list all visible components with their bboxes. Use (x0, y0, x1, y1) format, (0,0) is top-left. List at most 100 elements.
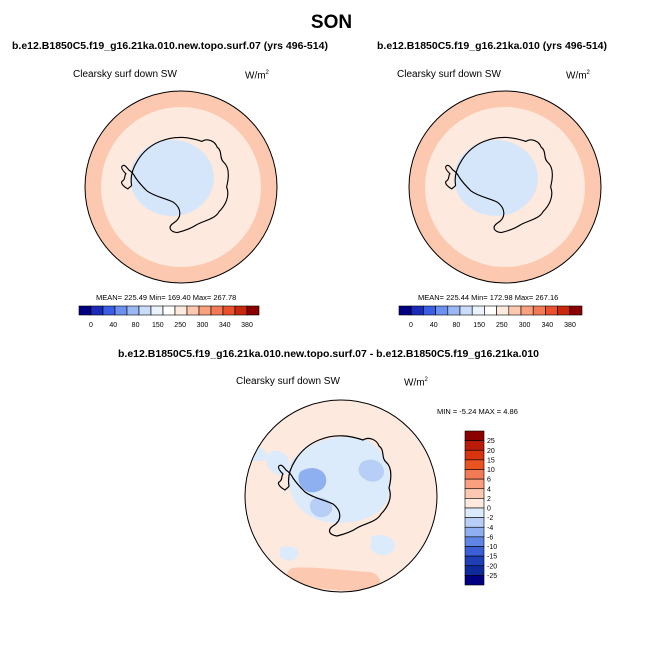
map3-peninsula-light (266, 450, 290, 476)
panel1-colorbar-swatch (234, 305, 248, 316)
map3-border (244, 399, 438, 593)
panel2-case-title: b.e12.B1850C5.f19_g16.21ka.010 (yrs 496-… (377, 40, 607, 52)
panel3-colorbar-swatch (464, 469, 485, 480)
panel1-units: W/m2 (245, 70, 269, 82)
panel3-colorbar-swatch (464, 536, 485, 547)
map3-ocean-patch-c (370, 534, 395, 556)
panel1-colorbar-swatch (126, 305, 140, 316)
panel1-colorbar-swatch (150, 305, 164, 316)
panel2-colorbar-swatch (569, 305, 583, 316)
panel2-colorbar-tick-label: 40 (430, 322, 438, 329)
panel2-colorbar-tick-label: 380 (564, 322, 576, 329)
panel3-colorbar-swatch (464, 449, 485, 461)
panel1-colorbar-swatch (90, 305, 104, 316)
panel2-colorbar-swatch (545, 305, 558, 316)
panel1-colorbar-tick-label: 80 (132, 322, 140, 329)
panel3-case-title: b.e12.B1850C5.f19_g16.21ka.010.new.topo.… (118, 348, 540, 360)
panel2-colorbar-swatch (557, 305, 571, 316)
panel1-colorbar-swatch (174, 305, 188, 316)
panel2-colorbar-swatch (398, 305, 412, 316)
map-3 (245, 400, 437, 592)
panel3-colorbar-tick-label: -25 (487, 573, 497, 580)
panel2-colorbar-swatch (471, 305, 485, 316)
panel2-colorbar-tick-label: 250 (496, 322, 508, 329)
panel1-colorbar-swatch (138, 305, 152, 316)
panel1-colorbar-tick-label: 380 (241, 322, 253, 329)
panel1-case-title: b.e12.B1850C5.f19_g16.21ka.010.new.topo.… (12, 40, 328, 52)
panel1-colorbar-swatch (246, 305, 260, 316)
panel3-colorbar-swatch (464, 526, 485, 538)
panel3-colorbar-tick-label: -20 (487, 563, 497, 570)
panel1-colorbar-swatch (198, 305, 212, 316)
map3-negative-patch-a (298, 468, 327, 493)
map2-border (408, 90, 602, 284)
panel3-colorbar-tick-label: 20 (487, 448, 495, 455)
map3-negative-patch-c (358, 459, 384, 482)
panel3-colorbar-swatch (464, 517, 485, 528)
panel3-colorbar-swatch (464, 546, 485, 557)
panel2-colorbar-swatch (410, 305, 424, 316)
panel1-colorbar-swatch (114, 305, 128, 316)
panel1-stats: MEAN= 225.49 Min= 169.40 Max= 267.78 (96, 293, 237, 302)
panel1-colorbar-swatch (186, 305, 200, 316)
map-1 (85, 91, 277, 283)
panel3-colorbar-swatch (464, 498, 485, 509)
panel3-colorbar-tick-label: 10 (487, 467, 495, 474)
panel1-colorbar-swatch (162, 305, 176, 316)
panel1-colorbar-tick-label: 300 (197, 322, 209, 329)
panel3-colorbar-swatch (464, 430, 485, 441)
panel2-colorbar-swatch (423, 305, 436, 316)
panel3-colorbar-tick-label: -2 (487, 515, 493, 522)
panel1-colorbar-swatch (222, 305, 236, 316)
panel1-colorbar-tick-label: 40 (109, 322, 117, 329)
panel3-units: W/m2 (404, 377, 428, 389)
panel3-colorbar-swatch (464, 459, 485, 470)
panel2-colorbar-swatch (532, 305, 546, 316)
map-2 (409, 91, 601, 283)
panel2-colorbar-tick-label: 80 (453, 322, 461, 329)
map1-interior-field (130, 140, 214, 216)
panel1-colorbar-tick-label: 250 (174, 322, 186, 329)
panel1-colorbar-tick-label: 340 (219, 322, 231, 329)
panel3-colorbar-tick-label: 4 (487, 486, 491, 493)
panel2-field-label: Clearsky surf down SW (397, 69, 501, 80)
panel3-colorbar-swatch (464, 488, 485, 499)
panel3-colorbar-swatch (464, 565, 485, 576)
panel1-field-label: Clearsky surf down SW (73, 69, 177, 80)
panel3-colorbar-tick-label: 25 (487, 438, 495, 445)
panel1-colorbar-swatch (210, 305, 224, 316)
panel2-stats: MEAN= 225.44 Min= 172.98 Max= 267.16 (418, 293, 559, 302)
panel3-colorbar-tick-label: 0 (487, 506, 491, 513)
panel3-field-label: Clearsky surf down SW (236, 376, 340, 387)
panel2-colorbar-swatch (496, 305, 510, 316)
panel1-colorbar: 0 40 80 150 250 300 340 380 (78, 305, 260, 329)
panel3-stats: MIN = -5.24 MAX = 4.86 (437, 407, 518, 416)
panel3-colorbar-swatch (464, 507, 485, 518)
panel2-colorbar-swatch (459, 305, 473, 316)
panel3-colorbar-tick-label: 6 (487, 477, 491, 484)
panel3-colorbar-swatch (464, 575, 485, 586)
panel1-colorbar-tick-label: 150 (152, 322, 164, 329)
page-title: SON (310, 12, 353, 33)
panel3-colorbar-tick-label: -15 (487, 554, 497, 561)
panel3-colorbar-swatch (464, 555, 485, 567)
panel3-colorbar-tick-label: -4 (487, 525, 493, 532)
panel3-colorbar-tick-label: -10 (487, 544, 497, 551)
panel3-colorbar-swatch (464, 478, 485, 490)
panel3-colorbar-swatch (464, 440, 485, 451)
panel3-colorbar-tick-label: -6 (487, 534, 493, 541)
panel2-colorbar-swatch (447, 305, 461, 316)
panel3-colorbar-tick-label: 2 (487, 496, 491, 503)
panel2-colorbar-swatch (520, 305, 534, 316)
panel1-colorbar-swatch (102, 305, 116, 316)
panel2-units: W/m2 (566, 70, 590, 82)
map3-negative-patch-b (309, 497, 333, 518)
panel1-colorbar-tick-label: 0 (89, 322, 93, 329)
panel1-colorbar-swatch (78, 305, 92, 316)
map3-ocean-patch-b (280, 546, 299, 561)
panel2-colorbar-tick-label: 300 (519, 322, 531, 329)
panel2-colorbar-swatch (508, 305, 522, 316)
panel3-colorbar-tick-label: 15 (487, 457, 495, 464)
